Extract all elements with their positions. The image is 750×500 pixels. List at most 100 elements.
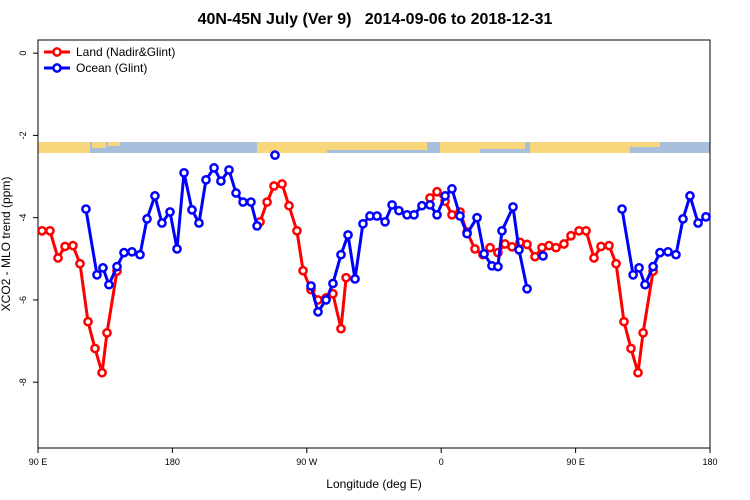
legend-label: Ocean (Glint) — [76, 61, 147, 75]
chart-title: 40N-45N July (Ver 9) 2014-09-06 to 2018-… — [198, 11, 553, 28]
data-point — [119, 247, 129, 258]
data-point — [75, 258, 85, 269]
data-point — [142, 214, 152, 224]
data-point — [671, 249, 681, 260]
data-point — [45, 225, 55, 236]
data-point — [60, 241, 70, 252]
data-point — [343, 230, 353, 240]
data-point — [455, 211, 465, 221]
data-point — [462, 228, 472, 239]
data-point — [678, 214, 688, 224]
data-point — [306, 281, 316, 291]
data-point — [417, 200, 427, 211]
data-point — [432, 186, 442, 197]
data-point — [648, 261, 658, 272]
data-point — [350, 274, 360, 284]
data-point — [640, 279, 650, 290]
data-point — [617, 204, 627, 214]
data-point — [179, 167, 189, 178]
data-point — [638, 327, 648, 338]
strip-land — [327, 142, 427, 150]
data-point — [470, 244, 480, 254]
x-tick-label: 90 W — [296, 457, 318, 467]
data-point — [530, 251, 540, 262]
data-point — [387, 200, 397, 210]
data-point — [538, 251, 548, 261]
strip-land — [257, 142, 327, 153]
data-point — [224, 165, 234, 175]
data-point — [231, 188, 241, 198]
data-point — [472, 212, 482, 223]
data-point — [135, 249, 145, 260]
data-point — [493, 261, 503, 272]
data-point — [628, 269, 638, 280]
data-point — [284, 200, 294, 211]
data-point — [497, 225, 507, 236]
strip-land — [38, 142, 90, 153]
data-point — [216, 176, 226, 186]
data-point — [596, 241, 606, 252]
data-point — [269, 181, 279, 191]
data-point — [252, 221, 262, 231]
data-point — [277, 179, 287, 189]
data-point — [83, 316, 93, 327]
data-point — [626, 343, 636, 354]
data-point — [341, 272, 351, 283]
data-point — [514, 244, 524, 255]
data-point — [693, 218, 703, 228]
data-point — [372, 211, 382, 221]
data-point — [246, 197, 256, 207]
data-point — [589, 253, 599, 263]
data-point — [298, 265, 308, 276]
strip-land — [108, 142, 120, 146]
data-point — [566, 230, 576, 241]
data-point — [380, 216, 390, 227]
data-point — [440, 191, 450, 201]
data-point — [187, 205, 197, 215]
plot-frame — [37, 39, 711, 449]
data-point — [409, 209, 419, 220]
data-point — [633, 367, 643, 378]
data-point — [104, 279, 114, 290]
y-tick-label: -4 — [18, 214, 28, 222]
data-point — [663, 246, 673, 257]
data-point — [447, 209, 457, 220]
y-tick-label: -2 — [18, 131, 28, 139]
data-point — [485, 242, 495, 253]
data-point — [358, 218, 368, 229]
data-point — [321, 295, 331, 305]
data-point — [292, 225, 302, 236]
data-point — [447, 184, 457, 194]
surface-strip — [38, 142, 710, 153]
data-point — [479, 249, 489, 259]
data-point — [394, 205, 404, 216]
x-tick-label: 180 — [702, 457, 717, 467]
data-point — [37, 225, 47, 236]
y-tick-label: 0 — [18, 51, 28, 56]
data-point — [209, 163, 219, 173]
data-point — [619, 316, 629, 327]
data-point — [432, 209, 442, 220]
data-point — [81, 204, 91, 214]
y-axis-label: XCO2 - MLO trend (ppm) — [0, 177, 13, 312]
data-point — [508, 202, 518, 212]
x-tick-label: 90 E — [29, 457, 48, 467]
strip-land — [440, 142, 480, 153]
data-point — [611, 258, 621, 269]
data-point — [336, 249, 346, 260]
legend-marker — [52, 47, 62, 57]
strip-land — [530, 142, 630, 153]
data-point — [551, 242, 561, 253]
x-tick-label: 180 — [165, 457, 180, 467]
data-point — [262, 197, 272, 207]
data-point — [150, 191, 160, 201]
data-point — [336, 323, 346, 334]
data-point — [97, 367, 107, 378]
data-point — [194, 218, 204, 228]
y-tick-label: -6 — [18, 296, 28, 304]
legend: Land (Nadir&Glint) Ocean (Glint) — [44, 45, 175, 75]
data-point — [172, 244, 182, 254]
data-point — [165, 207, 175, 217]
